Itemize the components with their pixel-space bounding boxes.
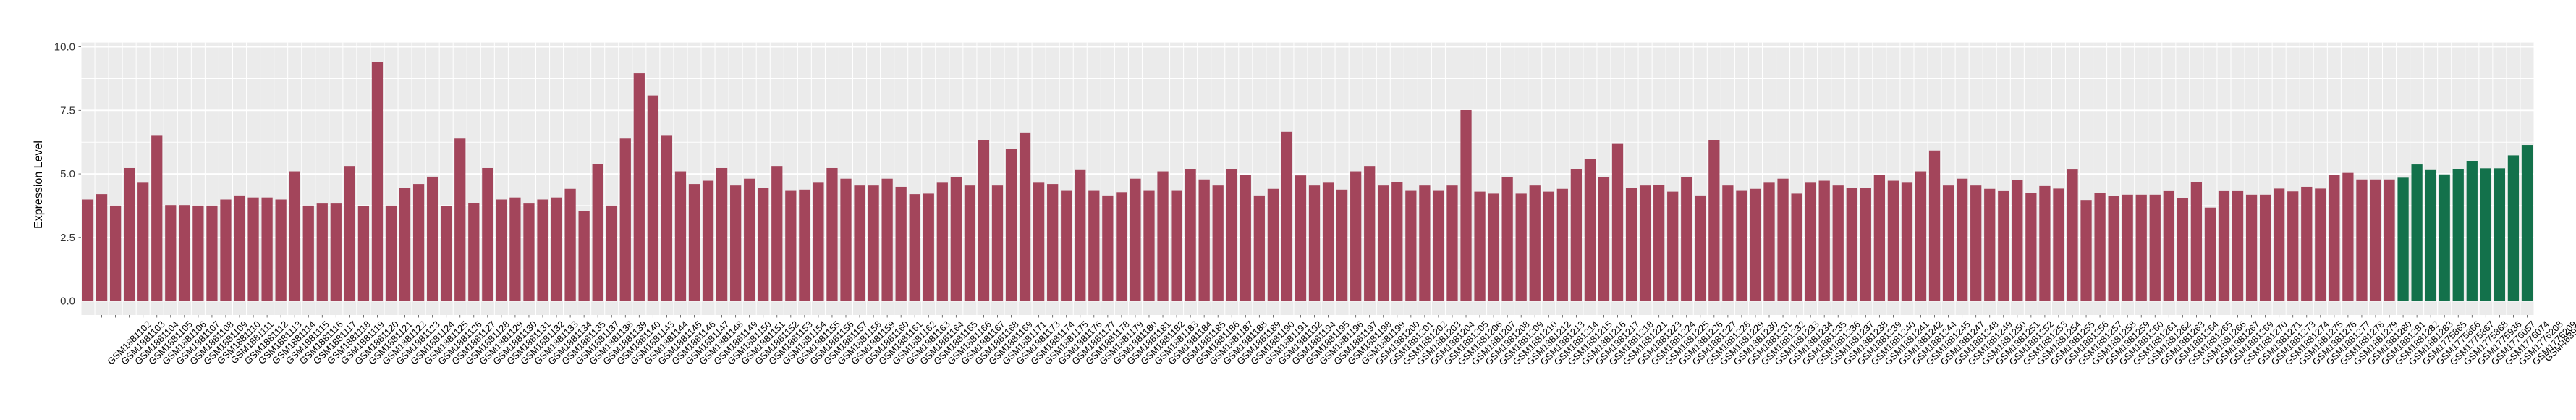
svg-text:5.0: 5.0 [60, 168, 75, 180]
svg-text:0.0: 0.0 [60, 295, 75, 308]
svg-text:10.0: 10.0 [54, 41, 75, 54]
svg-text:2.5: 2.5 [60, 232, 75, 244]
svg-text:7.5: 7.5 [60, 104, 75, 117]
